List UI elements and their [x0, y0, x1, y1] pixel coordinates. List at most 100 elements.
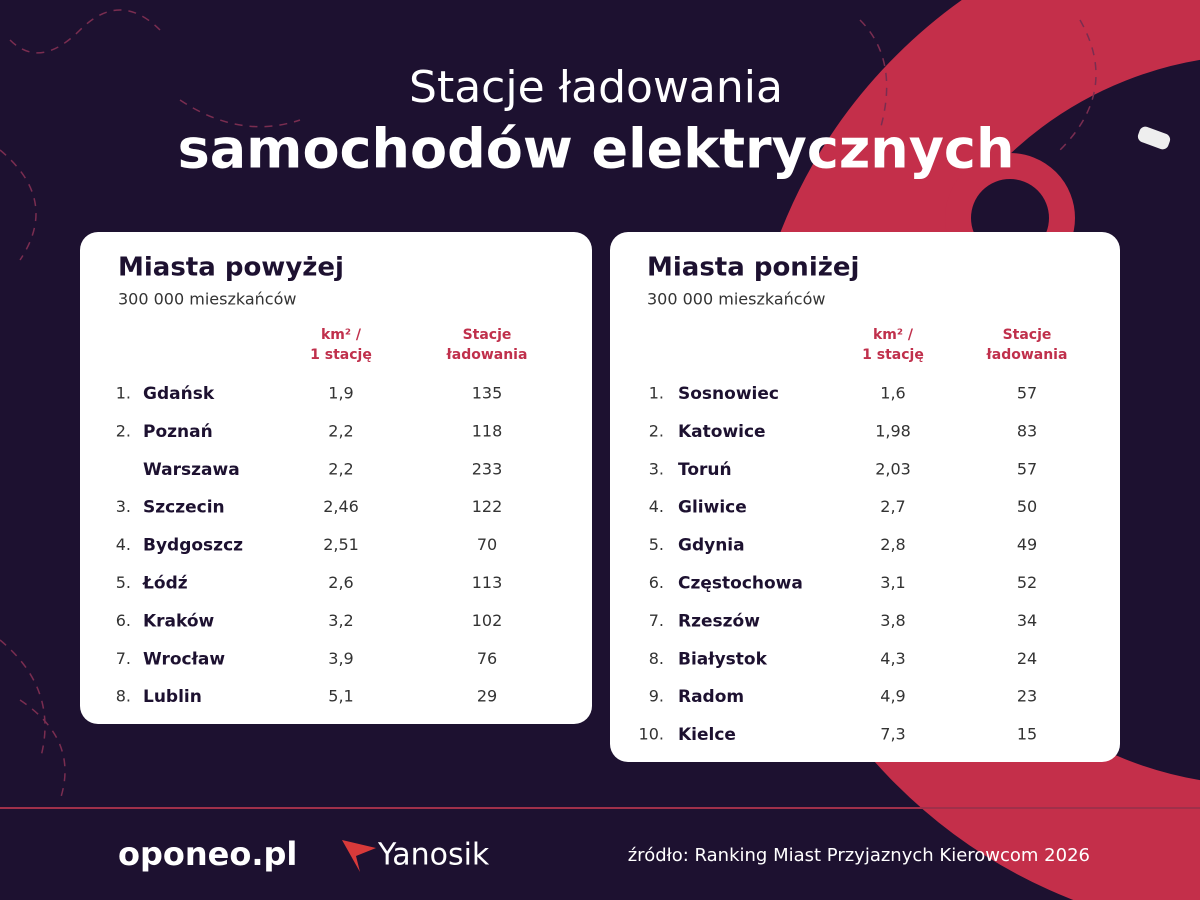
km-per-station: 2,03	[875, 459, 911, 478]
km-per-station: 2,51	[323, 535, 359, 554]
city: Częstochowa	[678, 574, 803, 594]
station-count: 34	[1017, 611, 1037, 630]
station-count: 29	[477, 687, 497, 706]
rank: 7.	[649, 611, 664, 630]
city: Poznań	[143, 422, 213, 442]
decor-dash	[859, 19, 1097, 151]
city: Gdańsk	[143, 384, 215, 404]
station-count: 118	[472, 421, 503, 440]
station-count: 15	[1017, 725, 1037, 744]
column-header: km² /	[321, 327, 362, 343]
rank: 8.	[649, 649, 664, 668]
rank: 6.	[649, 573, 664, 592]
station-count: 122	[472, 497, 503, 516]
km-per-station: 1,98	[875, 421, 911, 440]
km-per-station: 3,1	[880, 573, 905, 592]
station-count: 83	[1017, 421, 1037, 440]
station-count: 57	[1017, 384, 1037, 403]
logo-yanosik-icon	[342, 840, 376, 872]
source: źródło: Ranking Miast Przyjaznych Kierow…	[628, 845, 1090, 866]
station-count: 23	[1017, 687, 1037, 706]
station-count: 24	[1017, 649, 1037, 668]
column-header: 1 stację	[310, 347, 372, 363]
km-per-station: 2,7	[880, 497, 905, 516]
km-per-station: 4,9	[880, 687, 905, 706]
column-header: Stacje	[1003, 327, 1052, 343]
column-header: km² /	[873, 327, 914, 343]
rank: 4.	[649, 497, 664, 516]
km-per-station: 2,8	[880, 535, 905, 554]
card-left	[80, 232, 592, 724]
station-count: 76	[477, 649, 497, 668]
station-count: 233	[472, 459, 503, 478]
rank: 1.	[116, 384, 131, 403]
city: Białystok	[678, 649, 768, 669]
rank: 6.	[116, 611, 131, 630]
city: Kielce	[678, 725, 736, 745]
city: Gliwice	[678, 498, 747, 518]
rank: 5.	[116, 573, 131, 592]
decor-dash	[0, 99, 301, 261]
rank: 1.	[649, 384, 664, 403]
km-per-station: 1,6	[880, 384, 905, 403]
city: Toruń	[678, 460, 732, 480]
column-header: ładowania	[446, 347, 528, 363]
city: Łódź	[142, 574, 188, 594]
rank: 2.	[116, 421, 131, 440]
card-right	[610, 232, 1120, 762]
km-per-station: 2,2	[328, 459, 353, 478]
rank: 9.	[649, 687, 664, 706]
km-per-station: 3,8	[880, 611, 905, 630]
table-title: Miasta poniżej	[647, 253, 859, 283]
city: Sosnowiec	[678, 384, 779, 404]
km-per-station: 3,9	[328, 649, 353, 668]
city: Bydgoszcz	[143, 536, 243, 556]
km-per-station: 5,1	[328, 687, 353, 706]
station-count: 49	[1017, 535, 1037, 554]
decor-dash	[0, 639, 66, 801]
km-per-station: 2,2	[328, 421, 353, 440]
station-count: 57	[1017, 459, 1037, 478]
km-per-station: 2,46	[323, 497, 359, 516]
column-header: Stacje	[463, 327, 512, 343]
column-header: ładowania	[986, 347, 1068, 363]
city: Warszawa	[143, 460, 240, 480]
logo-yanosik: Yanosik	[377, 838, 490, 873]
km-per-station: 4,3	[880, 649, 905, 668]
title-line2: samochodów elektrycznych	[178, 118, 1015, 181]
station-count: 102	[472, 611, 503, 630]
decor-dash	[9, 9, 161, 54]
column-header: 1 stację	[862, 347, 924, 363]
km-per-station: 1,9	[328, 384, 353, 403]
rank: 8.	[116, 687, 131, 706]
station-count: 70	[477, 535, 497, 554]
km-per-station: 3,2	[328, 611, 353, 630]
city: Wrocław	[143, 649, 225, 669]
rank: 5.	[649, 535, 664, 554]
rank: 10.	[639, 725, 664, 744]
title-line1: Stacje ładowania	[409, 62, 783, 113]
rank: 4.	[116, 535, 131, 554]
rank: 2.	[649, 421, 664, 440]
car-icon	[1137, 126, 1171, 150]
station-count: 113	[472, 573, 503, 592]
city: Kraków	[143, 611, 215, 631]
logo-oponeo: oponeo.pl	[118, 835, 297, 873]
table-subtitle: 300 000 mieszkańców	[647, 290, 825, 309]
city: Szczecin	[143, 498, 225, 518]
rank: 7.	[116, 649, 131, 668]
km-per-station: 7,3	[880, 725, 905, 744]
km-per-station: 2,6	[328, 573, 353, 592]
city: Gdynia	[678, 536, 745, 556]
station-count: 50	[1017, 497, 1037, 516]
rank: 3.	[116, 497, 131, 516]
station-count: 52	[1017, 573, 1037, 592]
city: Radom	[678, 687, 744, 707]
city: Katowice	[678, 422, 766, 442]
table-title: Miasta powyżej	[118, 253, 344, 283]
table-subtitle: 300 000 mieszkańców	[118, 290, 296, 309]
city: Rzeszów	[678, 611, 760, 631]
city: Lublin	[143, 687, 202, 707]
